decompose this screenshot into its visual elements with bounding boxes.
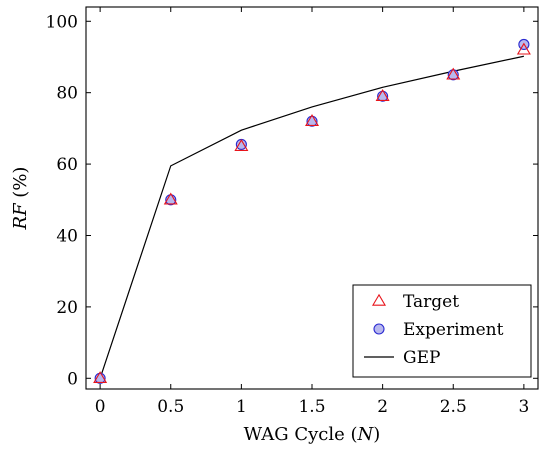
legend-label-gep: GEP (403, 348, 440, 368)
y-axis-title-suffix: (%) (10, 167, 31, 204)
legend-label-experiment: Experiment (403, 320, 504, 340)
legend: Target Experiment GEP (352, 284, 532, 378)
x-tick-label: 0.5 (157, 397, 184, 417)
x-axis-title: WAG Cycle (N) (244, 424, 381, 445)
x-axis-ticks (99, 7, 525, 389)
x-tick-label: 1 (236, 397, 247, 417)
target-point (163, 192, 178, 205)
y-tick-label: 0 (67, 369, 78, 389)
y-tick-label: 40 (56, 226, 78, 246)
target-point (304, 114, 320, 126)
legend-label-target: Target (403, 292, 459, 312)
y-axis-ticks (86, 20, 538, 379)
marker-series-group (93, 38, 531, 384)
x-axis-tick-labels: 0 0.5 1 1.5 2 2.5 3 (95, 397, 530, 417)
y-tick-label: 60 (56, 155, 78, 175)
y-axis-tick-labels: 0 20 40 60 80 100 (46, 12, 78, 389)
x-tick-label: 2 (377, 397, 388, 417)
y-axis-title: RF (%) (10, 167, 31, 231)
legend-experiment-swatch (373, 323, 385, 335)
x-axis-title-prefix: WAG Cycle ( (244, 424, 358, 445)
target-point (446, 67, 461, 80)
target-point (93, 371, 108, 383)
y-axis-title-variable: RF (10, 202, 31, 231)
y-tick-label: 20 (56, 298, 78, 318)
y-tick-label: 80 (56, 84, 78, 104)
x-axis-title-suffix: ) (373, 424, 380, 445)
x-axis-title-variable: N (357, 424, 375, 445)
x-tick-label: 0 (95, 397, 106, 417)
target-point (375, 89, 390, 101)
y-tick-label: 100 (46, 12, 78, 32)
x-tick-label: 3 (518, 397, 529, 417)
legend-target-swatch (371, 293, 387, 306)
legend-entries: Target Experiment GEP (364, 292, 504, 368)
target-point (516, 42, 531, 55)
x-tick-label: 1.5 (298, 397, 325, 417)
target-point (234, 139, 249, 151)
x-tick-label: 2.5 (440, 397, 467, 417)
